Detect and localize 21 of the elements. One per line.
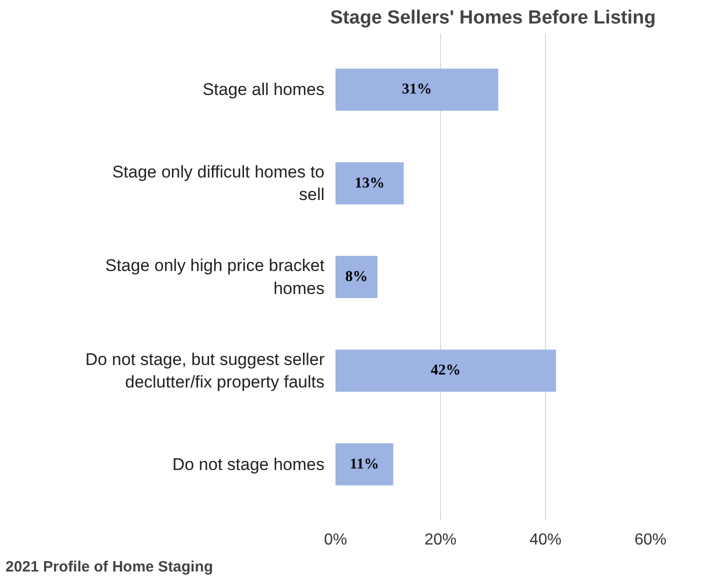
data-label: 31% xyxy=(402,82,432,98)
y-tick-label: Stage all homes xyxy=(202,80,324,100)
y-tick-label: Do not stage homes xyxy=(172,454,325,474)
chart-title: Stage Sellers' Homes Before Listing xyxy=(330,8,656,28)
bar xyxy=(336,162,404,204)
data-label: 13% xyxy=(354,175,385,192)
y-tick-label: Stage only high price bracket homes xyxy=(105,256,325,298)
x-tick-label: 40% xyxy=(529,532,562,548)
bar xyxy=(336,350,556,392)
x-tick-label: 60% xyxy=(634,532,667,548)
y-tick-label: Do not stage, but suggest seller declutter/fix property faults xyxy=(85,350,325,392)
bar xyxy=(336,68,498,111)
data-label: 11% xyxy=(350,456,379,472)
x-tick-label: 0% xyxy=(324,532,348,548)
x-tick-label: 20% xyxy=(424,532,457,548)
data-label: 8% xyxy=(345,269,368,285)
y-tick-label: Stage only difficult homes to sell xyxy=(112,162,325,204)
data-label: 42% xyxy=(430,362,461,379)
bar xyxy=(336,256,378,298)
bar xyxy=(336,443,394,486)
text: 2021 Profile of Home Staging xyxy=(6,558,214,576)
